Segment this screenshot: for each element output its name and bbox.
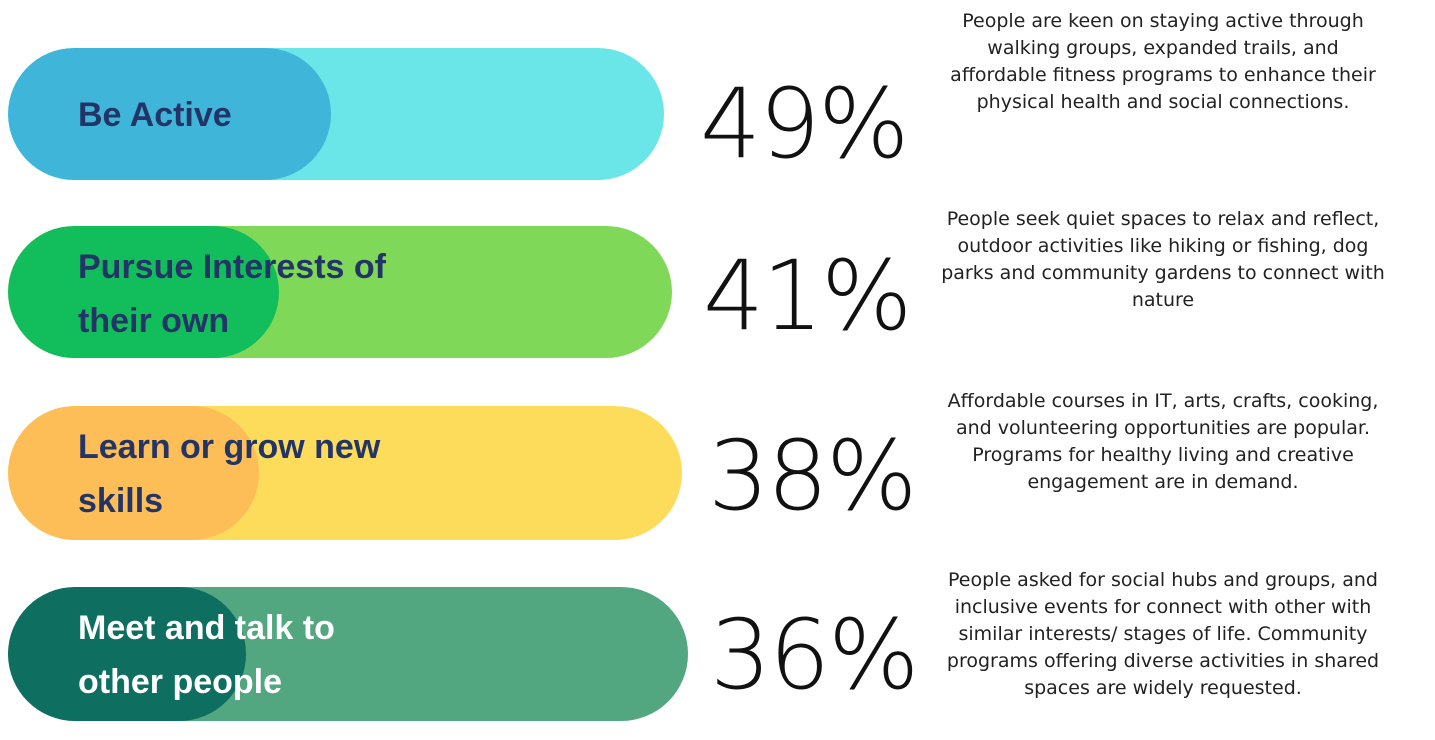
category-label: Learn or grow new skills: [78, 428, 381, 520]
value-label: 41%: [703, 240, 912, 352]
bar-track: Pursue Interests of their own: [8, 226, 672, 358]
value-label: 36%: [710, 599, 919, 711]
bar-fill: [8, 48, 331, 180]
category-description: People asked for social hubs and groups,…: [946, 569, 1380, 699]
bar-fill: [8, 406, 259, 540]
category-label: Be Active: [78, 96, 232, 134]
bar-fill: [8, 226, 279, 358]
bar-fill: [8, 587, 246, 721]
bar-track: Learn or grow new skills: [8, 406, 682, 540]
value-label: 49%: [700, 68, 909, 180]
category-label: Meet and talk to other people: [78, 609, 335, 701]
bar-track: Meet and talk to other people: [8, 587, 688, 721]
bar-track: Be Active: [8, 48, 664, 180]
category-label: Pursue Interests of their own: [78, 248, 386, 340]
category-description: People are keen on staying active throug…: [950, 10, 1376, 113]
category-description: Affordable courses in IT, arts, crafts, …: [947, 390, 1379, 493]
category-description: People seek quiet spaces to relax and re…: [941, 208, 1385, 311]
value-label: 38%: [708, 420, 917, 532]
